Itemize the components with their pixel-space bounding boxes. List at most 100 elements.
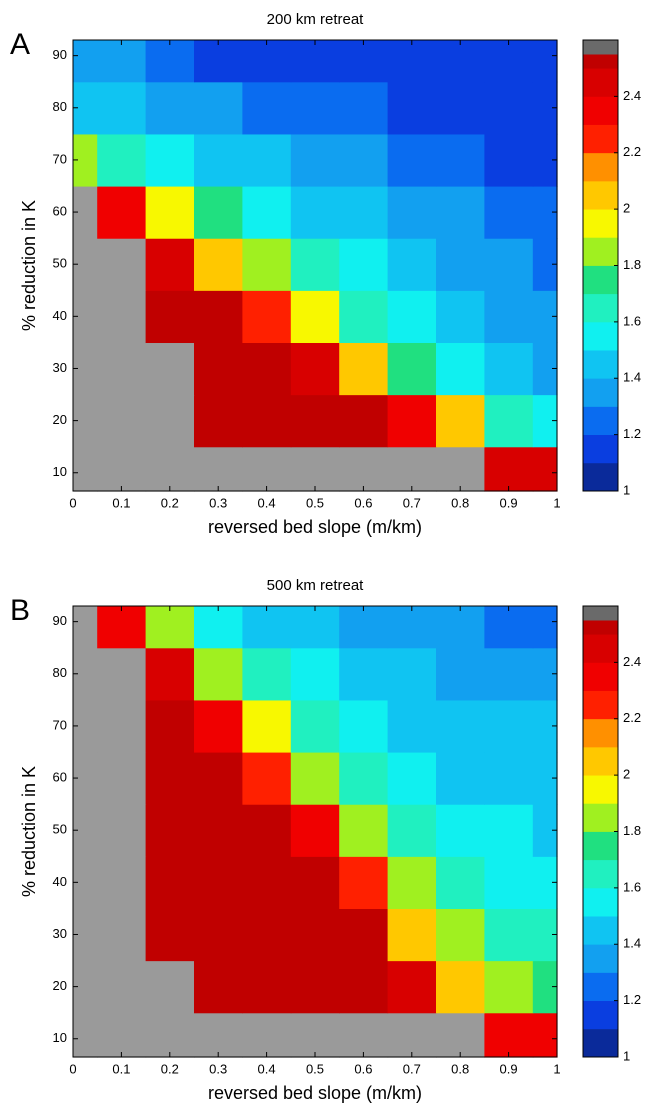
contour-cell (145, 908, 195, 962)
colorbar-tick-label: 2.2 (623, 710, 641, 725)
plot-area (73, 606, 558, 1058)
contour-cell (194, 238, 243, 291)
colorbar-segment (583, 831, 618, 861)
contour-cell (194, 751, 243, 805)
contour-cell (145, 960, 195, 1014)
colorbar-tick-label: 1.2 (623, 426, 641, 441)
contour-cell (387, 699, 437, 753)
contour-cell (194, 394, 243, 448)
contour-cell (436, 960, 485, 1014)
colorbar-segment (583, 690, 618, 720)
contour-cell (436, 751, 485, 805)
colorbar-segment (583, 916, 618, 945)
contour-cell (484, 804, 534, 857)
contour-cell (436, 40, 485, 83)
contour-cell (436, 133, 485, 187)
y-tick-label: 60 (53, 769, 67, 784)
y-tick-label: 90 (53, 613, 67, 628)
contour-cell (339, 446, 389, 492)
contour-cell (97, 856, 147, 910)
colorbar-segment (583, 746, 618, 776)
x-tick-label: 0.9 (500, 1061, 518, 1076)
contour-cell (97, 960, 147, 1014)
colorbar-segment (583, 803, 618, 832)
contour-cell (145, 804, 195, 857)
contour-cell (290, 647, 340, 701)
contour-cell (290, 908, 340, 962)
colorbar-tick-label: 2 (623, 767, 630, 782)
contour-cell (97, 804, 147, 857)
x-tick-label: 0.4 (258, 495, 276, 510)
colorbar-segment (583, 350, 618, 379)
contour-cell (387, 185, 437, 239)
colorbar-segment (583, 662, 618, 691)
colorbar-segment (583, 237, 618, 266)
colorbar-segment (583, 859, 618, 889)
contour-cell (194, 290, 243, 344)
contour-cell (387, 446, 437, 492)
contour-cell (290, 960, 340, 1014)
contour-cell (290, 185, 340, 239)
contour-cell (484, 751, 534, 805)
x-tick-label: 0.8 (451, 495, 469, 510)
x-tick-label: 0.3 (209, 1061, 227, 1076)
colorbar-segment (583, 620, 618, 635)
contour-cell (436, 290, 485, 344)
contour-cell (387, 290, 437, 344)
colorbar-segment (583, 54, 618, 69)
contour-cell (194, 185, 243, 239)
contour-cell (484, 342, 534, 396)
contour-cell (290, 606, 340, 649)
x-tick-label: 0.7 (403, 495, 421, 510)
contour-cell (194, 699, 243, 753)
x-tick-label: 0.5 (306, 1061, 324, 1076)
contour-cell (97, 185, 147, 239)
x-tick-label: 0.9 (500, 495, 518, 510)
contour-cell (145, 446, 195, 492)
contour-cell (339, 856, 389, 910)
contour-cell (242, 133, 292, 187)
contour-cell (387, 647, 437, 701)
contour-cell (339, 804, 389, 857)
contour-cell (387, 133, 437, 187)
contour-cell (532, 446, 558, 492)
contour-cell (339, 185, 389, 239)
colorbar-tick-label: 1 (623, 1048, 630, 1063)
contour-cell (484, 40, 534, 83)
contour-cell (290, 1012, 340, 1058)
contour-cell (290, 290, 340, 344)
contour-cell (290, 238, 340, 291)
contour-cell (242, 394, 292, 448)
contour-cell (436, 1012, 485, 1058)
contour-cell (436, 238, 485, 291)
y-tick-label: 10 (53, 464, 67, 479)
contour-cell (242, 856, 292, 910)
colorbar-segment (583, 96, 618, 125)
colorbar-segment (583, 293, 618, 323)
contour-cell (290, 699, 340, 753)
contour-cell (387, 960, 437, 1014)
contour-cell (484, 238, 534, 291)
y-axis-label: % reduction in K (19, 766, 39, 897)
y-tick-label: 70 (53, 151, 67, 166)
contour-cell (436, 908, 485, 962)
contour-cell (97, 290, 147, 344)
contour-cell (145, 394, 195, 448)
contour-cell (339, 133, 389, 187)
contour-cell (436, 699, 485, 753)
colorbar-tick-label: 1.6 (623, 313, 641, 328)
contour-cell (97, 394, 147, 448)
contour-cell (145, 185, 195, 239)
contour-cell (436, 185, 485, 239)
contour-cell (145, 606, 195, 649)
contour-cell (484, 606, 534, 649)
colorbar-tick-label: 1.6 (623, 879, 641, 894)
colorbar-tick-label: 1.4 (623, 936, 641, 951)
y-axis-label: % reduction in K (19, 200, 39, 331)
contour-cell (290, 856, 340, 910)
contour-cell (290, 342, 340, 396)
colorbar-segment (583, 152, 618, 182)
contour-cell (97, 133, 147, 187)
colorbar-tick-label: 1.8 (623, 823, 641, 838)
